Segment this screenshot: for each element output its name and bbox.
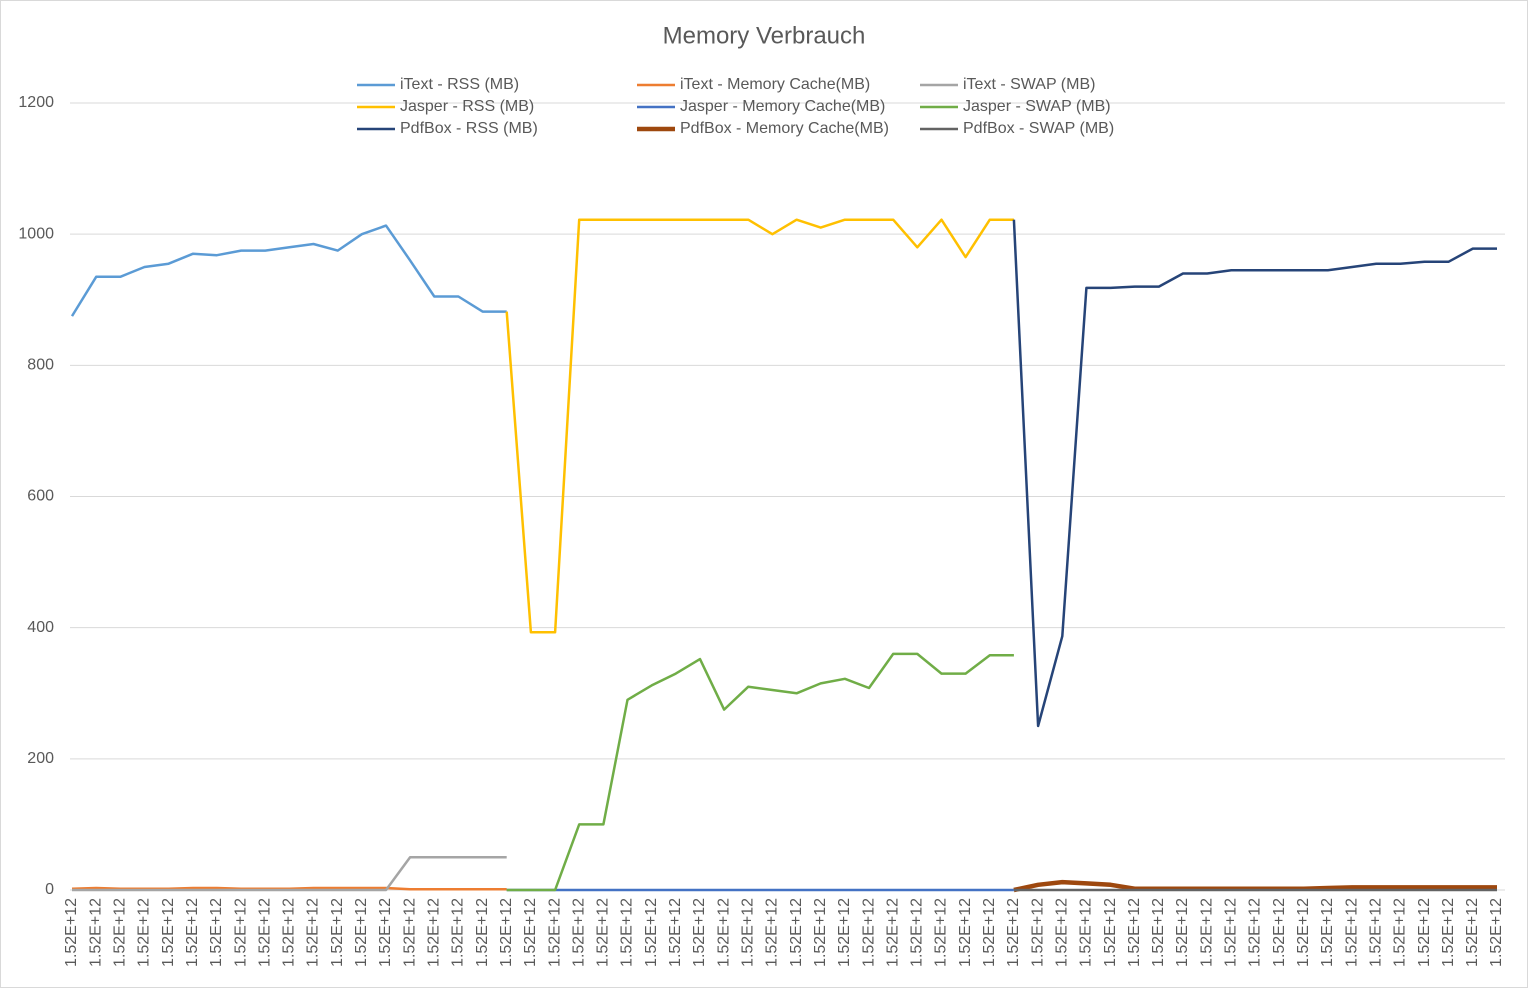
x-tick-label: 1.52E+12 xyxy=(884,898,901,967)
x-tick-label: 1.52E+12 xyxy=(1392,898,1409,967)
legend-label: iText - Memory Cache(MB) xyxy=(680,76,870,93)
legend-label: Jasper - RSS (MB) xyxy=(400,98,534,115)
x-tick-label: 1.52E+12 xyxy=(667,898,684,967)
x-tick-label: 1.52E+12 xyxy=(1053,898,1070,967)
x-tick-label: 1.52E+12 xyxy=(739,898,756,967)
x-tick-label: 1.52E+12 xyxy=(160,898,177,967)
y-tick-label: 0 xyxy=(45,881,54,898)
x-tick-label: 1.52E+12 xyxy=(619,898,636,967)
x-tick-label: 1.52E+12 xyxy=(1029,898,1046,967)
legend-label: PdfBox - Memory Cache(MB) xyxy=(680,120,889,137)
series-line xyxy=(1013,879,1497,893)
x-tick-label: 1.52E+12 xyxy=(1271,898,1288,967)
x-tick-label: 1.52E+12 xyxy=(1150,898,1167,967)
x-tick-label: 1.52E+12 xyxy=(812,898,829,967)
x-tick-label: 1.52E+12 xyxy=(1295,898,1312,967)
x-tick-label: 1.52E+12 xyxy=(1102,898,1119,967)
x-tick-label: 1.52E+12 xyxy=(305,898,322,967)
x-tick-label: 1.52E+12 xyxy=(933,898,950,967)
x-tick-label: 1.52E+12 xyxy=(232,898,249,967)
x-tick-label: 1.52E+12 xyxy=(1367,898,1384,967)
y-tick-label: 1200 xyxy=(18,94,54,111)
legend-label: Jasper - SWAP (MB) xyxy=(963,98,1111,115)
x-tick-label: 1.52E+12 xyxy=(860,898,877,967)
x-tick-label: 1.52E+12 xyxy=(1488,898,1505,967)
x-tick-label: 1.52E+12 xyxy=(788,898,805,967)
y-tick-label: 400 xyxy=(27,619,54,636)
x-tick-label: 1.52E+12 xyxy=(208,898,225,967)
x-tick-label: 1.52E+12 xyxy=(1343,898,1360,967)
x-tick-label: 1.52E+12 xyxy=(1198,898,1215,967)
x-tick-label: 1.52E+12 xyxy=(1464,898,1481,967)
legend-label: iText - RSS (MB) xyxy=(400,76,519,93)
x-tick-label: 1.52E+12 xyxy=(1247,898,1264,967)
x-tick-label: 1.52E+12 xyxy=(715,898,732,967)
x-tick-label: 1.52E+12 xyxy=(764,898,781,967)
x-tick-label: 1.52E+12 xyxy=(353,898,370,967)
x-tick-label: 1.52E+12 xyxy=(450,898,467,967)
x-tick-label: 1.52E+12 xyxy=(909,898,926,967)
x-tick-label: 1.52E+12 xyxy=(1005,898,1022,967)
series-line xyxy=(70,224,507,317)
x-tick-label: 1.52E+12 xyxy=(836,898,853,967)
x-tick-label: 1.52E+12 xyxy=(643,898,660,967)
x-tick-label: 1.52E+12 xyxy=(1078,898,1095,967)
x-tick-label: 1.52E+12 xyxy=(281,898,298,967)
x-tick-label: 1.52E+12 xyxy=(570,898,587,967)
x-tick-label: 1.52E+12 xyxy=(112,898,129,967)
y-tick-label: 1000 xyxy=(18,225,54,242)
x-tick-label: 1.52E+12 xyxy=(1440,898,1457,967)
x-tick-label: 1.52E+12 xyxy=(184,898,201,967)
x-tick-label: 1.52E+12 xyxy=(595,898,612,967)
x-tick-label: 1.52E+12 xyxy=(1416,898,1433,967)
series-line xyxy=(72,855,507,892)
x-tick-label: 1.52E+12 xyxy=(957,898,974,967)
legend-label: Jasper - Memory Cache(MB) xyxy=(680,98,885,115)
x-tick-label: 1.52E+12 xyxy=(1126,898,1143,967)
legend-label: iText - SWAP (MB) xyxy=(963,76,1095,93)
x-tick-label: 1.52E+12 xyxy=(1174,898,1191,967)
x-tick-label: 1.52E+12 xyxy=(522,898,539,967)
x-tick-label: 1.52E+12 xyxy=(498,898,515,967)
y-tick-label: 600 xyxy=(27,488,54,505)
y-tick-label: 200 xyxy=(27,750,54,767)
x-tick-label: 1.52E+12 xyxy=(1223,898,1240,967)
series-line xyxy=(71,886,507,891)
x-tick-label: 1.52E+12 xyxy=(87,898,104,967)
series-line xyxy=(1012,219,1497,728)
x-tick-label: 1.52E+12 xyxy=(426,898,443,967)
x-tick-label: 1.52E+12 xyxy=(377,898,394,967)
x-tick-label: 1.52E+12 xyxy=(474,898,491,967)
legend-label: PdfBox - SWAP (MB) xyxy=(963,120,1114,137)
x-tick-label: 1.52E+12 xyxy=(546,898,563,967)
x-tick-label: 1.52E+12 xyxy=(1319,898,1336,967)
x-tick-label: 1.52E+12 xyxy=(329,898,346,967)
x-tick-label: 1.52E+12 xyxy=(401,898,418,967)
series-line xyxy=(505,218,1014,634)
x-tick-label: 1.52E+12 xyxy=(981,898,998,967)
chart-title: Memory Verbrauch xyxy=(663,22,866,49)
x-tick-label: 1.52E+12 xyxy=(691,898,708,967)
x-tick-label: 1.52E+12 xyxy=(256,898,273,967)
legend-label: PdfBox - RSS (MB) xyxy=(400,120,538,137)
y-tick-label: 800 xyxy=(27,357,54,374)
x-tick-label: 1.52E+12 xyxy=(136,898,153,967)
series-line xyxy=(506,652,1014,892)
x-tick-label: 1.52E+12 xyxy=(63,898,80,967)
